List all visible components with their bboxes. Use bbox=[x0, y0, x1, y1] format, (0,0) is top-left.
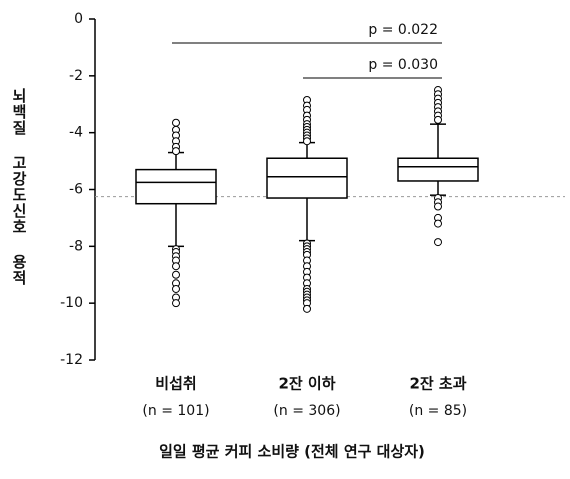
outlier bbox=[172, 118, 180, 127]
y-axis-title: 뇌백질 고강도신호 용적 bbox=[10, 88, 28, 286]
x-axis-title: 일일 평균 커피 소비량 (전체 연구 대상자) bbox=[159, 443, 425, 461]
box bbox=[397, 157, 479, 182]
outlier bbox=[434, 219, 442, 228]
outlier bbox=[172, 147, 180, 156]
n-label: (n = 306) bbox=[273, 403, 340, 419]
n-label: (n = 101) bbox=[142, 403, 209, 419]
y-tick-label: -8 bbox=[69, 238, 83, 254]
y-tick-label: -6 bbox=[69, 182, 83, 198]
outlier bbox=[172, 299, 180, 308]
x-tick-label: 비섭취 bbox=[155, 375, 196, 393]
outlier bbox=[434, 115, 442, 124]
n-label: (n = 85) bbox=[409, 403, 467, 419]
p-value-label: p = 0.022 bbox=[368, 22, 438, 38]
x-tick-label: 2잔 이하 bbox=[278, 375, 335, 393]
p-value-label: p = 0.030 bbox=[368, 57, 438, 73]
y-tick-label: -12 bbox=[60, 352, 83, 368]
y-tick-label: 0 bbox=[74, 11, 83, 27]
outlier bbox=[303, 137, 311, 146]
outlier bbox=[172, 262, 180, 271]
outlier bbox=[172, 284, 180, 293]
box bbox=[266, 157, 348, 199]
x-tick-label: 2잔 초과 bbox=[409, 375, 466, 393]
y-tick-label: -4 bbox=[69, 125, 83, 141]
y-tick-label: -2 bbox=[69, 68, 83, 84]
outlier bbox=[303, 304, 311, 313]
outlier bbox=[434, 238, 442, 247]
outlier bbox=[434, 202, 442, 211]
outlier bbox=[172, 270, 180, 279]
y-tick-label: -10 bbox=[60, 295, 83, 311]
box bbox=[135, 168, 217, 205]
